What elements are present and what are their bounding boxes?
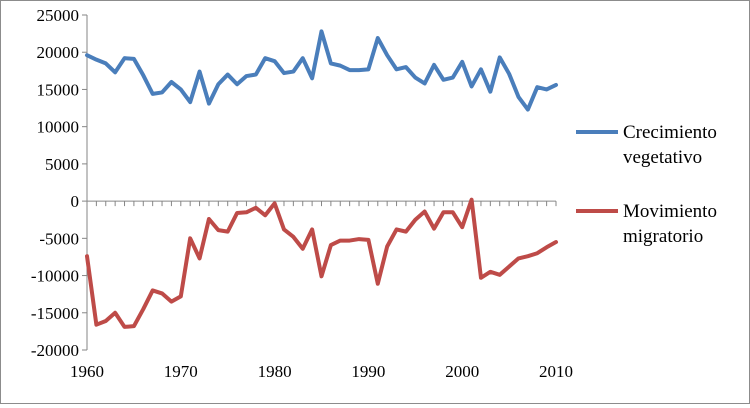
y-tick-label: -20000 xyxy=(31,341,79,360)
y-tick-label: 25000 xyxy=(37,6,80,25)
x-tick-label: 2010 xyxy=(539,362,573,381)
y-tick-label: 0 xyxy=(71,192,80,211)
x-tick-label: 2000 xyxy=(445,362,479,381)
legend-label-0: vegetativo xyxy=(623,147,702,168)
y-tick-label: -10000 xyxy=(31,267,79,286)
x-tick-label: 1990 xyxy=(351,362,385,381)
legend-label-1: migratorio xyxy=(623,226,703,247)
y-tick-label: 20000 xyxy=(37,43,80,62)
legend: Crecimiento vegetativo Movimiento migratori… xyxy=(576,122,717,247)
x-tick-label: 1970 xyxy=(164,362,198,381)
y-axis: 25000 20000 15000 10000 5000 0 -5000 -10000 -150… xyxy=(31,6,88,360)
y-tick-label: 15000 xyxy=(37,80,80,99)
legend-label-0: Crecimiento xyxy=(623,122,717,143)
series-line-1 xyxy=(85,197,558,329)
x-tick-label: 1960 xyxy=(70,362,104,381)
x-tick-label: 1980 xyxy=(258,362,292,381)
series-lines xyxy=(85,29,558,329)
legend-label-1: Movimiento xyxy=(623,201,717,222)
x-axis: 1960 1970 1980 1990 2000 2010 xyxy=(70,200,573,381)
y-tick-label: -5000 xyxy=(39,229,79,248)
y-tick-label: 10000 xyxy=(37,118,80,137)
y-tick-label: -15000 xyxy=(31,304,79,323)
series-line-0 xyxy=(85,29,558,112)
y-tick-label: 5000 xyxy=(45,155,79,174)
